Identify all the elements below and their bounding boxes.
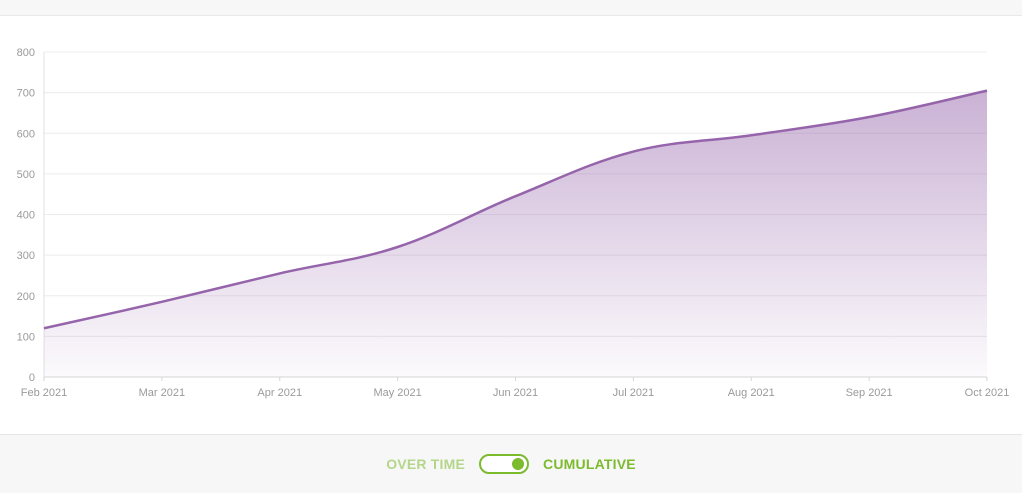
x-tick-label: Mar 2021 bbox=[139, 387, 185, 399]
y-tick-label: 300 bbox=[17, 250, 35, 262]
y-tick-label: 0 bbox=[29, 372, 35, 384]
y-tick-label: 100 bbox=[17, 331, 35, 343]
chart-area: 0 100 200 300 400 500 600 700 800 Feb 2021 Mar 20… bbox=[0, 16, 1022, 434]
data-point-oct-2021[interactable] bbox=[981, 85, 993, 97]
y-tick-label: 500 bbox=[17, 169, 35, 181]
data-point-jun-2021[interactable] bbox=[510, 190, 522, 202]
view-toggle-bar: OVER TIME CUMULATIVE bbox=[0, 434, 1022, 493]
x-tick-label: Sep 2021 bbox=[846, 387, 893, 399]
data-point-mar-2021[interactable] bbox=[156, 296, 168, 308]
data-point-aug-2021[interactable] bbox=[745, 129, 757, 141]
x-tick-label: May 2021 bbox=[373, 387, 421, 399]
cumulative-toggle-switch[interactable] bbox=[479, 454, 530, 474]
cumulative-area-chart: 0 100 200 300 400 500 600 700 800 Feb 2021 Mar 20… bbox=[17, 47, 1010, 399]
series-line bbox=[43, 89, 988, 330]
y-tick-label: 800 bbox=[17, 47, 35, 59]
top-strip bbox=[0, 0, 1022, 16]
x-tick-label: Feb 2021 bbox=[21, 387, 67, 399]
y-tick-label: 400 bbox=[17, 210, 35, 222]
cumulative-label[interactable]: CUMULATIVE bbox=[543, 456, 636, 472]
x-tick-label: Aug 2021 bbox=[728, 387, 775, 399]
y-tick-label: 200 bbox=[17, 291, 35, 303]
data-point-jul-2021[interactable] bbox=[627, 146, 639, 158]
y-tick-label: 700 bbox=[17, 88, 35, 100]
toggle-knob bbox=[512, 458, 525, 470]
x-tick-label: Oct 2021 bbox=[965, 387, 1010, 399]
x-tick-label: Apr 2021 bbox=[257, 387, 302, 399]
y-tick-label: 600 bbox=[17, 128, 35, 140]
data-point-may-2021[interactable] bbox=[392, 241, 404, 253]
data-point-apr-2021[interactable] bbox=[274, 267, 286, 279]
over-time-label[interactable]: OVER TIME bbox=[386, 456, 466, 472]
area-fill bbox=[44, 90, 987, 377]
data-point-sep-2021[interactable] bbox=[863, 111, 875, 123]
x-tick-label: Jun 2021 bbox=[493, 387, 538, 399]
x-tick-label: Jul 2021 bbox=[613, 387, 655, 399]
data-point-feb-2021[interactable] bbox=[38, 322, 50, 334]
